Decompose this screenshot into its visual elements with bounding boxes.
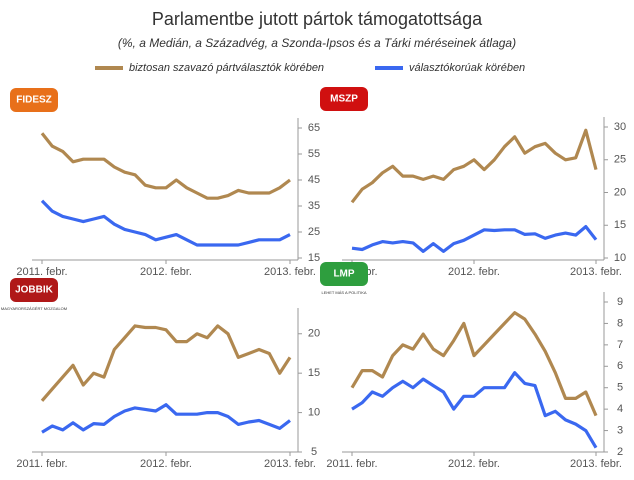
y-tick-label: 35 bbox=[308, 200, 320, 212]
line-series bbox=[41, 403, 291, 434]
y-tick-label: 7 bbox=[617, 339, 623, 351]
line-series bbox=[40, 324, 292, 402]
line-series bbox=[350, 311, 598, 417]
y-tick-label: 5 bbox=[617, 382, 623, 394]
x-tick-label: 2012. febr. bbox=[140, 266, 192, 278]
y-tick-label: 20 bbox=[614, 186, 626, 198]
y-tick-label: 5 bbox=[311, 446, 317, 458]
chart-title: Parlamentbe jutott pártok támogatottsága bbox=[152, 9, 483, 29]
logo-text: FIDESZ bbox=[16, 95, 52, 106]
x-tick-label: 2011. febr. bbox=[16, 266, 67, 278]
logo-badge bbox=[320, 87, 368, 111]
legend-label: biztosan szavazó pártválasztók körében bbox=[129, 62, 324, 74]
x-tick-label: 2012. febr. bbox=[448, 458, 500, 470]
y-tick-label: 9 bbox=[617, 296, 623, 308]
logo-text: JOBBIK bbox=[15, 285, 54, 296]
y-tick-label: 3 bbox=[617, 424, 623, 436]
y-tick-label: 55 bbox=[308, 148, 320, 160]
logo-subtitle: LEHET MÁS A POLITIKA bbox=[321, 290, 366, 295]
x-tick-label: 2013. febr. bbox=[570, 458, 622, 470]
logo-badge bbox=[320, 262, 368, 286]
logo-text: MSZP bbox=[330, 94, 358, 105]
logo-text: LMP bbox=[333, 269, 354, 280]
logo-badge bbox=[10, 278, 58, 302]
y-tick-label: 20 bbox=[308, 328, 320, 340]
line-series bbox=[351, 225, 598, 253]
y-tick-label: 15 bbox=[614, 219, 626, 231]
y-tick-label: 6 bbox=[617, 360, 623, 372]
line-series bbox=[351, 371, 598, 449]
y-tick-label: 4 bbox=[617, 403, 623, 415]
y-tick-label: 25 bbox=[614, 154, 626, 166]
x-tick-label: 2013. febr. bbox=[264, 266, 316, 278]
y-tick-label: 8 bbox=[617, 317, 623, 329]
line-series bbox=[40, 132, 291, 200]
y-tick-label: 10 bbox=[614, 252, 626, 264]
y-tick-label: 15 bbox=[308, 367, 320, 379]
line-series bbox=[350, 128, 598, 204]
chart-subtitle: (%, a Medián, a Századvég, a Szonda-Ipso… bbox=[118, 36, 516, 50]
y-tick-label: 65 bbox=[308, 122, 320, 134]
y-tick-label: 15 bbox=[308, 252, 320, 264]
legend-label: választókorúak körében bbox=[409, 62, 525, 74]
y-tick-label: 30 bbox=[614, 121, 626, 133]
x-tick-label: 2013. febr. bbox=[264, 458, 316, 470]
x-tick-label: 2012. febr. bbox=[448, 266, 500, 278]
x-tick-label: 2011. febr. bbox=[16, 458, 67, 470]
x-tick-label: 2011. febr. bbox=[326, 458, 377, 470]
logo-subtitle: MAGYARORSZÁGÉRT MOZGALOM bbox=[1, 306, 67, 311]
y-tick-label: 45 bbox=[308, 174, 320, 186]
y-tick-label: 25 bbox=[308, 226, 320, 238]
logo-badge bbox=[10, 88, 58, 112]
y-tick-label: 2 bbox=[617, 446, 623, 458]
y-tick-label: 10 bbox=[308, 406, 320, 418]
x-tick-label: 2012. febr. bbox=[140, 458, 192, 470]
line-series bbox=[40, 199, 291, 247]
x-tick-label: 2013. febr. bbox=[570, 266, 622, 278]
